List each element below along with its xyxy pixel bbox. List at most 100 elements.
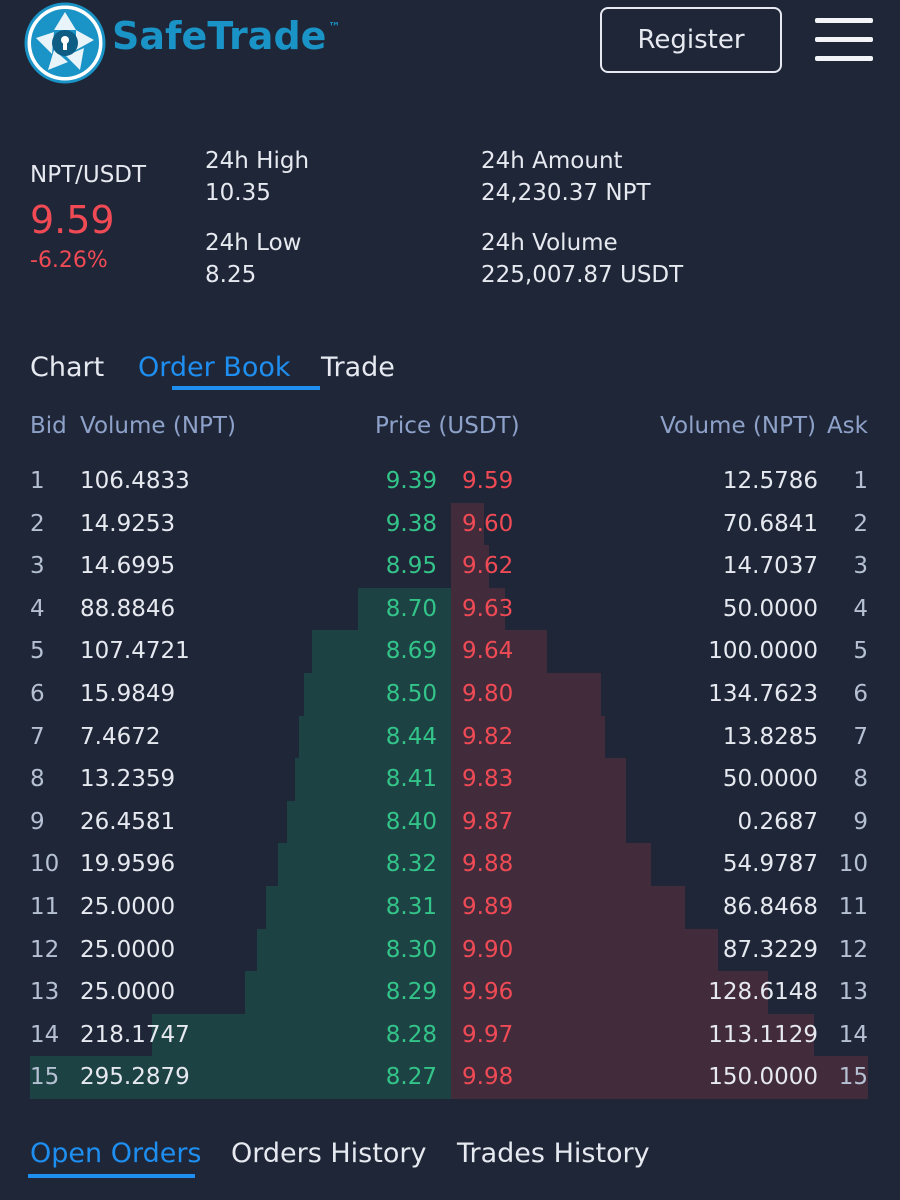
bid-price: 8.50 (385, 681, 437, 707)
bid-rank: 13 (30, 979, 60, 1006)
bid-rank: 7 (30, 723, 45, 750)
trading-pair: NPT/USDT (30, 162, 147, 188)
ask-volume: 86.8468 (722, 894, 818, 920)
tab-chart[interactable]: Chart (30, 352, 105, 383)
order-book-row[interactable]: 9 26.4581 8.40 9.87 0.2687 9 (0, 801, 900, 844)
bid-price: 8.70 (385, 595, 437, 622)
bid-depth-bar (303, 673, 451, 716)
bid-rank: 1 (30, 468, 45, 494)
amount-label: 24h Amount (481, 148, 623, 174)
bid-depth-bar (152, 1013, 451, 1057)
ask-rank: 10 (838, 851, 868, 878)
bid-depth-bar (265, 886, 451, 929)
ask-depth-bar (451, 1013, 814, 1057)
tab-trade[interactable]: Trade (321, 352, 395, 383)
bid-depth-bar (278, 843, 451, 886)
ask-price: 9.97 (462, 1021, 514, 1048)
tab-open-orders[interactable]: Open Orders (30, 1138, 202, 1169)
bid-rank: 15 (30, 1064, 60, 1091)
ask-depth-bar (451, 843, 652, 886)
ask-rank: 12 (838, 936, 868, 963)
order-book-row[interactable]: 3 14.6995 8.95 9.62 14.7037 3 (0, 545, 900, 588)
bid-rank: 4 (30, 595, 45, 622)
bid-volume: 106.4833 (80, 468, 190, 494)
bid-depth-bar (244, 971, 451, 1014)
ask-depth-bar (451, 758, 627, 801)
ask-depth-bar (451, 673, 602, 716)
bid-depth-bar (257, 928, 451, 972)
ask-volume: 134.7623 (708, 681, 818, 707)
ask-price: 9.87 (462, 808, 514, 835)
order-book-row[interactable]: 5 107.4721 8.69 9.64 100.0000 5 (0, 630, 900, 673)
bid-volume: 7.4672 (80, 723, 161, 750)
bid-depth-bar (286, 800, 451, 844)
bid-depth-bar (299, 715, 451, 759)
active-tab-indicator (172, 386, 320, 390)
bid-depth-bar (295, 758, 451, 801)
order-book-row[interactable]: 14 218.1747 8.28 9.97 113.1129 14 (0, 1014, 900, 1057)
order-book-row[interactable]: 11 25.0000 8.31 9.89 86.8468 11 (0, 886, 900, 929)
order-book-row[interactable]: 2 14.9253 9.38 9.60 70.6841 2 (0, 503, 900, 546)
order-book-row[interactable]: 7 7.4672 8.44 9.82 13.8285 7 (0, 716, 900, 759)
bid-volume-header: Volume (NPT) (80, 413, 236, 439)
bid-rank: 5 (30, 638, 45, 665)
bid-volume: 218.1747 (80, 1021, 190, 1048)
ask-rank: 13 (838, 979, 868, 1006)
shield-lock-aperture-icon[interactable] (24, 2, 106, 84)
ask-price: 9.88 (462, 851, 514, 878)
order-book-row[interactable]: 4 88.8846 8.70 9.63 50.0000 4 (0, 588, 900, 631)
bid-volume: 88.8846 (80, 595, 176, 622)
bid-depth-bar (358, 587, 451, 631)
order-book-row[interactable]: 10 19.9596 8.32 9.88 54.9787 10 (0, 843, 900, 886)
bid-volume: 14.6995 (80, 553, 176, 580)
low-label: 24h Low (205, 230, 302, 256)
tab-trades-history[interactable]: Trades History (457, 1138, 650, 1169)
ask-volume: 14.7037 (722, 553, 818, 580)
bid-rank: 12 (30, 936, 60, 963)
bid-price: 8.44 (385, 723, 437, 750)
ask-price: 9.89 (462, 894, 514, 920)
ask-volume: 50.0000 (722, 766, 818, 793)
ask-depth-bar (451, 971, 768, 1014)
ask-depth-bar (451, 715, 606, 759)
tab-order-book[interactable]: Order Book (138, 352, 291, 383)
brand-name[interactable]: SafeTrade ™ (112, 14, 340, 58)
bid-rank: 8 (30, 766, 45, 793)
price-header: Price (USDT) (375, 413, 520, 439)
bid-rank: 6 (30, 681, 45, 707)
bid-header: Bid (30, 413, 67, 439)
bid-price: 8.30 (385, 936, 437, 963)
ask-price: 9.62 (462, 553, 514, 580)
bid-volume: 25.0000 (80, 894, 176, 920)
order-book-row[interactable]: 1 106.4833 9.39 9.59 12.5786 1 (0, 460, 900, 503)
volume-label: 24h Volume (481, 230, 618, 256)
bid-rank: 3 (30, 553, 45, 580)
ask-rank: 15 (838, 1064, 868, 1091)
order-book-row[interactable]: 15 295.2879 8.27 9.98 150.0000 15 (0, 1056, 900, 1099)
ask-rank: 11 (838, 894, 868, 920)
ask-volume: 50.0000 (722, 595, 818, 622)
volume-value: 225,007.87 USDT (481, 262, 684, 288)
ask-volume: 54.9787 (722, 851, 818, 878)
bid-price: 8.29 (385, 979, 437, 1006)
app-header: SafeTrade ™ Register (0, 0, 900, 86)
high-label: 24h High (205, 148, 310, 174)
register-button[interactable]: Register (600, 7, 782, 73)
order-book-row[interactable]: 13 25.0000 8.29 9.96 128.6148 13 (0, 971, 900, 1014)
tab-orders-history[interactable]: Orders History (231, 1138, 427, 1169)
order-book-row[interactable]: 12 25.0000 8.30 9.90 87.3229 12 (0, 929, 900, 972)
bid-volume: 25.0000 (80, 936, 176, 963)
amount-value: 24,230.37 NPT (481, 180, 651, 206)
price-change: -6.26% (30, 248, 108, 273)
menu-line (815, 37, 873, 42)
ask-rank: 2 (853, 510, 868, 537)
ask-volume: 13.8285 (722, 723, 818, 750)
hamburger-menu-icon[interactable] (815, 18, 873, 62)
ask-depth-bar (451, 928, 718, 972)
bid-price: 8.95 (385, 553, 437, 580)
bid-volume: 107.4721 (80, 638, 190, 665)
order-book-row[interactable]: 6 15.9849 8.50 9.80 134.7623 6 (0, 673, 900, 716)
order-book-row[interactable]: 8 13.2359 8.41 9.83 50.0000 8 (0, 758, 900, 801)
bid-depth-bar (30, 1056, 451, 1099)
bid-rank: 11 (30, 894, 60, 920)
